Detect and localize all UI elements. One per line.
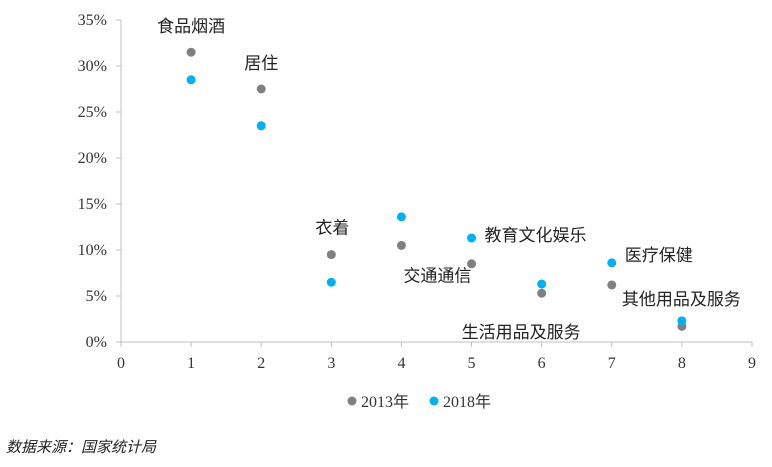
x-tick-label: 2: [257, 355, 265, 372]
scatter-chart: 0% 5% 10% 15% 20% 25% 30% 35% 0 1 2 3 4 5 6 7 8 9 食品烟酒居住…: [78, 12, 756, 411]
x-tick-label: 0: [117, 355, 125, 372]
point-2013: [607, 280, 617, 290]
y-tick-label: 35%: [78, 12, 107, 29]
category-label: 医疗保健: [625, 246, 693, 266]
category-label: 居住: [244, 54, 278, 74]
x-tick-label: 1: [187, 355, 195, 372]
category-label: 衣着: [315, 219, 349, 239]
y-tick-label: 30%: [78, 58, 107, 75]
data-points: [186, 47, 687, 331]
point-2013: [186, 47, 196, 57]
axes: [120, 20, 752, 343]
point-2013: [467, 259, 477, 269]
category-label: 其他用品及服务: [622, 290, 741, 310]
legend-marker: [347, 396, 357, 406]
point-2018: [467, 233, 477, 243]
point-2013: [256, 84, 266, 94]
x-tick-label: 9: [748, 355, 756, 372]
legend-marker: [429, 396, 439, 406]
y-tick-label: 0%: [86, 334, 107, 351]
x-tick-label: 5: [468, 355, 476, 372]
point-2018: [607, 258, 617, 268]
category-label: 生活用品及服务: [462, 323, 581, 343]
point-2018: [396, 212, 406, 222]
category-label: 食品烟酒: [157, 17, 225, 37]
point-2018: [186, 75, 196, 85]
point-2018: [677, 316, 687, 326]
point-2013: [396, 240, 406, 250]
legend-label: 2018年: [443, 393, 491, 411]
x-tick-label: 3: [327, 355, 335, 372]
y-tick-label: 20%: [78, 150, 107, 167]
point-2013: [326, 250, 336, 260]
point-2018: [256, 121, 266, 131]
point-2013: [537, 288, 547, 298]
point-2018: [537, 279, 547, 289]
x-tick-label: 4: [397, 355, 405, 372]
source-note: 数据来源：国家统计局: [6, 438, 157, 456]
y-tick-labels: 0% 5% 10% 15% 20% 25% 30% 35%: [78, 12, 121, 351]
x-tick-label: 7: [608, 355, 616, 372]
category-label: 教育文化娱乐: [485, 226, 587, 246]
legend: 2013年 2018年: [347, 393, 491, 411]
x-tick-label: 6: [538, 355, 546, 372]
y-tick-label: 15%: [78, 196, 107, 213]
category-label: 交通通信: [403, 266, 471, 286]
y-tick-label: 10%: [78, 242, 107, 259]
legend-label: 2013年: [361, 393, 409, 411]
x-tick-label: 8: [678, 355, 686, 372]
point-2018: [326, 277, 336, 287]
x-tick-labels: 0 1 2 3 4 5 6 7 8 9: [117, 342, 756, 372]
y-tick-label: 25%: [78, 104, 107, 121]
y-tick-label: 5%: [86, 288, 107, 305]
